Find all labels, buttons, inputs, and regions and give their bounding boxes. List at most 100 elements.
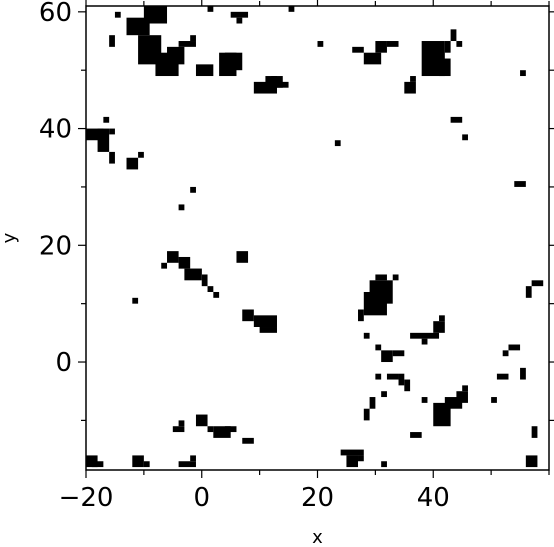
occupied-cell-2: [143, 6, 168, 24]
occupied-cell-82: [381, 391, 387, 398]
occupied-cell-52: [207, 286, 214, 292]
occupied-cell-32: [520, 70, 526, 77]
occupied-cell-107: [340, 449, 364, 456]
occupied-cell-4: [138, 35, 162, 65]
x-tick-label: 20: [301, 483, 334, 513]
occupied-cell-22: [363, 52, 382, 65]
occupied-cell-42: [334, 140, 341, 147]
occupied-cell-96: [213, 426, 231, 438]
occupied-cell-28: [439, 58, 451, 77]
occupied-cell-62: [392, 274, 399, 281]
occupied-cell-100: [242, 437, 254, 444]
occupied-cell-11: [224, 52, 243, 71]
occupied-cell-12: [230, 11, 249, 18]
occupied-cell-65: [375, 344, 382, 351]
occupied-cell-21: [352, 46, 364, 53]
occupied-cell-14: [207, 6, 214, 12]
occupied-cell-43: [514, 181, 526, 187]
occupied-cell-93: [525, 455, 538, 468]
occupied-cell-45: [178, 204, 185, 211]
occupied-cell-24: [386, 41, 399, 47]
occupied-cell-9: [195, 64, 214, 77]
occupied-cell-79: [375, 373, 382, 380]
occupied-cell-73: [502, 350, 509, 357]
occupied-cell-80: [369, 397, 376, 409]
occupied-cell-95: [207, 426, 214, 433]
occupied-cell-53: [213, 291, 220, 298]
occupied-cell-51: [201, 274, 208, 287]
occupied-cell-31: [456, 41, 463, 47]
occupied-cell-67: [392, 350, 405, 357]
occupied-cell-47: [161, 262, 168, 269]
occupied-cell-55: [132, 297, 139, 304]
occupied-cell-88: [410, 432, 422, 438]
occupied-cell-13: [236, 17, 243, 24]
occupied-cell-78: [404, 379, 411, 392]
occupied-cell-41: [462, 134, 468, 141]
occupied-cell-37: [109, 151, 115, 164]
occupied-cell-102: [91, 461, 104, 468]
occupied-cell-104: [143, 461, 150, 468]
occupied-cell-81: [363, 408, 370, 421]
occupied-cell-83: [421, 397, 428, 403]
occupied-cell-8: [190, 35, 196, 42]
occupied-cell-39: [138, 151, 144, 158]
occupied-cell-69: [433, 321, 445, 333]
occupied-cell-94: [195, 414, 208, 427]
occupied-cell-54: [236, 251, 249, 263]
occupied-cell-66: [381, 350, 393, 363]
occupied-cell-29: [444, 41, 451, 53]
occupied-cell-25: [404, 81, 416, 94]
occupied-cell-99: [178, 420, 185, 427]
occupied-cell-36: [109, 128, 115, 135]
occupied-cell-6: [167, 46, 185, 65]
occupied-cell-97: [224, 426, 237, 433]
occupied-cell-27: [421, 41, 445, 77]
y-tick-label: 20: [39, 231, 72, 261]
occupied-cell-44: [190, 186, 196, 193]
occupied-cell-40: [450, 116, 463, 123]
occupied-cell-75: [531, 280, 544, 287]
occupied-cell-46: [167, 251, 179, 263]
occupied-cell-76: [386, 373, 399, 380]
occupied-cell-23: [375, 41, 387, 53]
occupied-cell-56: [242, 309, 254, 322]
occupied-cell-26: [410, 76, 416, 82]
occupied-cell-60: [369, 280, 393, 304]
occupied-cell-33: [86, 128, 104, 141]
occupied-cell-70: [439, 315, 445, 322]
occupied-cell-34: [97, 128, 110, 152]
occupied-cell-38: [126, 157, 139, 170]
occupied-cell-50: [190, 268, 202, 275]
occupied-cell-108: [346, 455, 359, 468]
occupied-cell-92: [531, 426, 538, 438]
occupied-cell-3: [109, 35, 115, 47]
occupied-cell-16: [317, 41, 324, 47]
y-tick-label: 0: [55, 348, 72, 378]
y-tick-label: 60: [39, 0, 72, 28]
occupied-cell-0: [114, 11, 121, 18]
occupied-cell-91: [491, 397, 497, 403]
occupied-cell-57: [253, 315, 277, 328]
x-tick-label: 40: [417, 483, 450, 513]
occupied-cell-87: [462, 385, 468, 392]
y-ticks: 0 20 40 60: [39, 0, 554, 421]
occupied-cell-98: [172, 426, 185, 433]
occupied-cell-72: [508, 344, 521, 351]
y-tick-label: 40: [39, 115, 72, 145]
x-tick-label: −20: [59, 483, 114, 513]
x-axis-label: x: [312, 527, 323, 547]
occupied-cell-30: [450, 29, 457, 42]
x-tick-label: 0: [193, 483, 210, 513]
occupied-cell-103: [132, 455, 144, 468]
occupied-cell-19: [271, 76, 277, 82]
occupied-cell-64: [363, 332, 370, 339]
occupied-cell-86: [456, 391, 468, 403]
occupied-cell-74: [525, 286, 532, 298]
occupied-cell-17: [253, 81, 277, 94]
occupied-cell-7: [178, 41, 196, 47]
occupied-cell-15: [288, 6, 295, 12]
occupied-cell-58: [259, 327, 277, 333]
occupied-cell-105: [178, 461, 196, 468]
